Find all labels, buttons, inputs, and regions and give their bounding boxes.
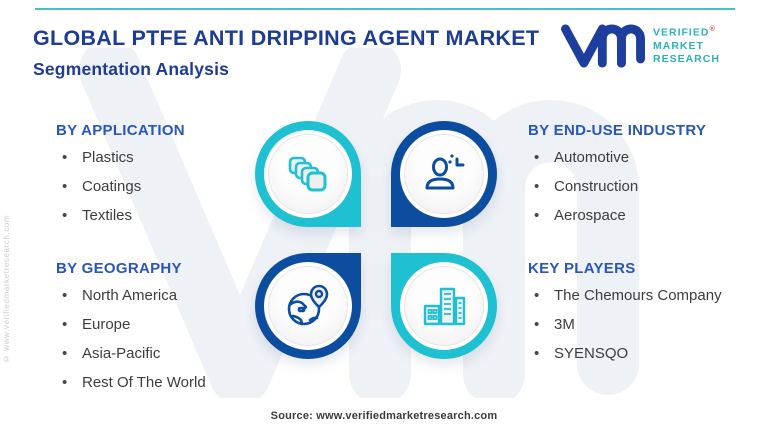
list-item: North America (56, 287, 281, 305)
section-by-end-use-industry: BY END-USE INDUSTRY Automotive Construct… (528, 122, 753, 236)
petal-geography (255, 253, 361, 359)
petal-white-ring (400, 130, 488, 218)
top-accent-line (35, 8, 735, 10)
list-item: Plastics (56, 149, 281, 167)
list-item: Rest Of The World (56, 374, 281, 392)
section-heading: BY GEOGRAPHY (56, 260, 182, 277)
petal-disk (404, 266, 484, 346)
buildings-icon (423, 287, 466, 326)
list-item: Construction (528, 178, 753, 196)
petal-disk (268, 266, 348, 346)
petal-key-players (391, 253, 497, 359)
petal-end-use (391, 121, 497, 227)
section-heading: KEY PLAYERS (528, 260, 636, 277)
globe-pin-icon (287, 284, 329, 326)
section-by-geography: BY GEOGRAPHY North America Europe Asia-P… (56, 260, 281, 403)
section-heading: BY END-USE INDUSTRY (528, 122, 707, 139)
list-item: SYENSQO (528, 345, 753, 363)
vmr-logo: VERIFIED® MARKET RESEARCH (560, 22, 720, 70)
section-list: Plastics Coatings Textiles (56, 149, 281, 225)
section-list: The Chemours Company 3M SYENSQO (528, 287, 753, 363)
logo-line-verified: VERIFIED (653, 26, 710, 39)
page-title: GLOBAL PTFE ANTI DRIPPING AGENT MARKET (33, 26, 540, 50)
vmr-logo-text: VERIFIED® MARKET RESEARCH (653, 26, 720, 66)
list-item: Aerospace (528, 207, 753, 225)
vmr-logo-icon (561, 24, 645, 68)
list-item: The Chemours Company (528, 287, 753, 305)
list-item: 3M (528, 316, 753, 334)
petal-white-ring (400, 262, 488, 350)
list-item: Asia-Pacific (56, 345, 281, 363)
section-by-application: BY APPLICATION Plastics Coatings Textile… (56, 122, 281, 236)
layers-icon (288, 156, 327, 192)
section-key-players: KEY PLAYERS The Chemours Company 3M SYEN… (528, 260, 753, 374)
petal-disk (268, 134, 348, 214)
section-list: North America Europe Asia-Pacific Rest O… (56, 287, 281, 392)
page-subtitle: Segmentation Analysis (33, 59, 230, 79)
logo-line-market: MARKET (653, 39, 704, 52)
source-line: Source: www.verifiedmarketresearch.com (270, 410, 498, 422)
list-item: Coatings (56, 178, 281, 196)
end-user-icon (425, 154, 465, 190)
list-item: Automotive (528, 149, 753, 167)
petal-white-ring (264, 262, 352, 350)
list-item: Europe (56, 316, 281, 334)
registered-mark: ® (709, 26, 715, 34)
petal-application (255, 121, 361, 227)
list-item: Textiles (56, 207, 281, 225)
section-heading: BY APPLICATION (56, 122, 185, 139)
side-copyright: © www.verifiedmarketresearch.com (2, 214, 11, 363)
section-list: Automotive Construction Aerospace (528, 149, 753, 225)
logo-line-research: RESEARCH (653, 52, 720, 65)
petal-white-ring (264, 130, 352, 218)
petal-disk (404, 134, 484, 214)
